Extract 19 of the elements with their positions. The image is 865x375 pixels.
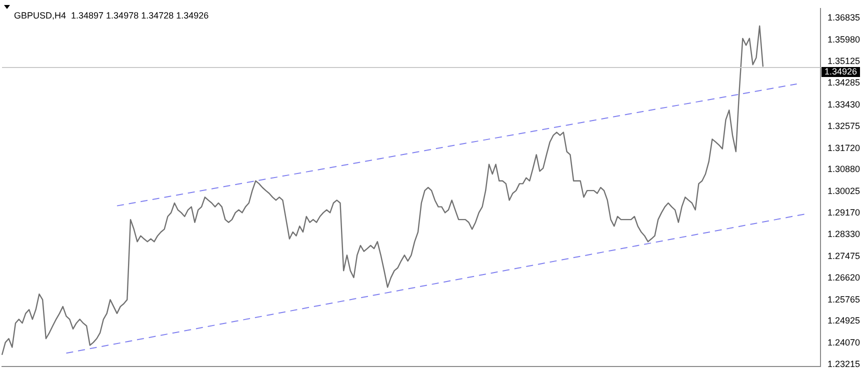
y-tick-label: 1.26620 [827, 272, 860, 283]
ref-line-label: 1.34926 [824, 66, 858, 76]
y-tick-label: 1.25765 [827, 294, 860, 304]
y-tick-label: 1.35980 [827, 34, 860, 44]
y-tick-label: 1.33430 [827, 99, 860, 110]
y-tick-label: 1.35125 [827, 56, 860, 66]
y-tick-label: 1.30880 [827, 164, 860, 174]
chart-title: GBPUSD,H4 1.34897 1.34978 1.34728 1.34926 [14, 10, 209, 20]
y-tick-label: 1.32575 [827, 121, 860, 132]
y-tick-label: 1.24070 [827, 337, 860, 348]
y-tick-label: 1.31720 [827, 142, 860, 153]
y-tick-label: 1.36835 [827, 12, 860, 23]
y-tick-label: 1.30025 [827, 186, 860, 196]
y-tick-label: 1.29170 [827, 208, 860, 218]
y-tick-label: 1.27475 [827, 250, 860, 261]
y-tick-label: 1.23215 [827, 359, 860, 370]
y-tick-label: 1.28330 [827, 229, 860, 240]
y-tick-label: 1.34285 [827, 78, 860, 88]
y-tick-label: 1.24925 [827, 316, 860, 326]
